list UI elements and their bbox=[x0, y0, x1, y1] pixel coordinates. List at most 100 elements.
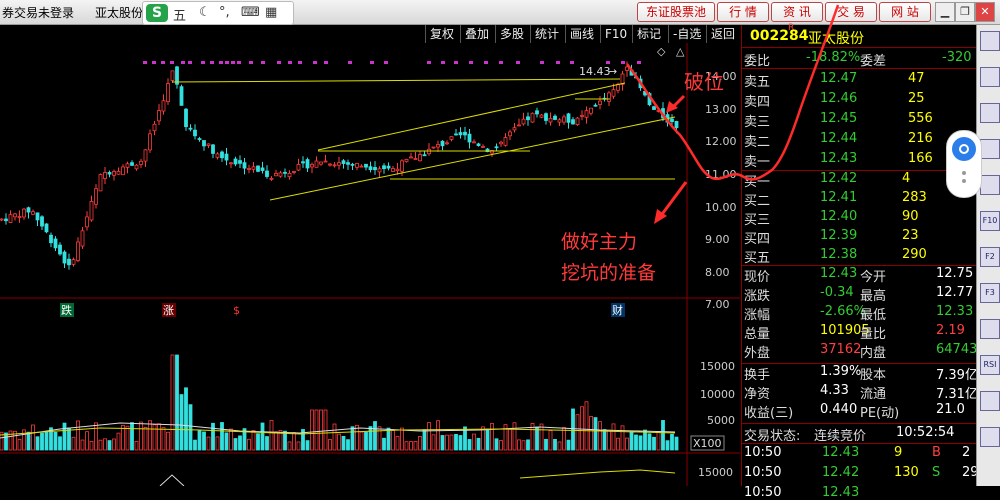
trade-status-time: 10:52:54 bbox=[896, 425, 955, 440]
price-tick: 13.00 bbox=[705, 103, 737, 116]
side-tool-icon[interactable] bbox=[980, 103, 1000, 123]
marker-dollar[interactable]: $ bbox=[233, 304, 240, 317]
ime-mode[interactable]: 五 bbox=[173, 9, 187, 24]
webi-label: 委比 bbox=[744, 54, 771, 69]
statistics-button[interactable]: 统计 bbox=[530, 25, 563, 43]
volume-bar bbox=[319, 409, 323, 451]
multi-stock-button[interactable]: 多股 bbox=[495, 25, 528, 43]
volume-bar bbox=[278, 430, 283, 451]
volume-bar bbox=[665, 440, 670, 451]
draw-line-button[interactable]: 画线 bbox=[565, 25, 598, 43]
market-button[interactable]: 行 情 bbox=[717, 2, 769, 22]
side-tool-icon[interactable] bbox=[980, 427, 1000, 447]
volume-bar bbox=[175, 354, 179, 451]
stat-label: 现价 bbox=[744, 270, 771, 285]
signal-dot bbox=[370, 61, 374, 64]
sell-level-label: 卖四 bbox=[744, 95, 771, 110]
sell-level-volume: 166 bbox=[908, 151, 933, 166]
tick-price: 12.42 bbox=[822, 465, 860, 480]
buy-level-label: 买三 bbox=[744, 213, 771, 228]
volume-bar bbox=[674, 436, 679, 451]
window-stock-name: 亚太股份 bbox=[95, 6, 144, 20]
peak-arrow-icon: → bbox=[608, 65, 617, 78]
f10-button[interactable]: F10 bbox=[600, 25, 631, 43]
stat-label: 涨跌 bbox=[744, 289, 771, 304]
volume-bar bbox=[602, 429, 607, 451]
keyboard-icon[interactable]: ⌨ bbox=[241, 5, 260, 20]
signal-dot bbox=[188, 61, 192, 64]
stock-pool-button[interactable]: 东证股票池 bbox=[637, 2, 715, 22]
side-button-f3[interactable]: F3 bbox=[980, 283, 1000, 303]
annotation-line-2: 挖坑的准备 bbox=[561, 262, 657, 284]
volume-bar bbox=[107, 440, 112, 451]
price-tick: 10.00 bbox=[705, 201, 737, 214]
buy-level-price: 12.42 bbox=[820, 171, 858, 186]
signal-dot bbox=[324, 61, 328, 64]
side-button-f2[interactable]: F2 bbox=[980, 247, 1000, 267]
stat-label: 总量 bbox=[744, 327, 771, 342]
watchlist-button[interactable]: -自选 bbox=[668, 25, 705, 43]
diamond-icon[interactable]: ◇ bbox=[657, 45, 666, 58]
side-tool-icon[interactable] bbox=[980, 67, 1000, 87]
news-button[interactable]: 资 讯 bbox=[771, 2, 823, 22]
marker-finance[interactable]: 财 bbox=[612, 303, 623, 317]
side-button-rsi[interactable]: RSI bbox=[980, 355, 1000, 375]
candle-body bbox=[103, 172, 107, 179]
volume-bar bbox=[598, 421, 602, 451]
candle-body bbox=[485, 148, 490, 153]
side-tool-icon[interactable] bbox=[980, 319, 1000, 339]
trade-status-value: 连续竞价 bbox=[814, 429, 867, 444]
signal-dot bbox=[249, 61, 253, 64]
candle-body bbox=[521, 118, 526, 125]
signal-dot bbox=[384, 61, 388, 64]
restore-rights-button[interactable]: 复权 bbox=[425, 25, 458, 43]
signal-dot bbox=[313, 61, 317, 64]
candle-body bbox=[409, 156, 413, 159]
marker-fall[interactable]: 跌 bbox=[61, 303, 72, 317]
volume-bar bbox=[251, 430, 256, 451]
candle-body bbox=[179, 86, 184, 106]
stat-value: 1.39% bbox=[820, 364, 862, 379]
volume-bar bbox=[377, 426, 382, 451]
stat-label: PE(动) bbox=[860, 406, 900, 421]
side-button-f10[interactable]: F10 bbox=[980, 211, 1000, 231]
signal-dot bbox=[637, 61, 641, 64]
side-tool-icon[interactable] bbox=[980, 31, 1000, 51]
triangle-up-icon[interactable]: △ bbox=[676, 45, 685, 58]
volume-bar bbox=[260, 422, 265, 451]
sell-level-label: 卖一 bbox=[744, 155, 771, 170]
marker-rise[interactable]: 涨 bbox=[163, 304, 174, 317]
candle-body bbox=[404, 158, 409, 163]
trade-button[interactable]: 交 易 bbox=[825, 2, 877, 22]
candle-body bbox=[211, 144, 215, 154]
grid-icon[interactable]: ▦ bbox=[265, 5, 278, 20]
candle-body bbox=[355, 163, 359, 168]
candle-body bbox=[22, 208, 26, 218]
side-tool-icon[interactable] bbox=[980, 391, 1000, 411]
volume-unit-label[interactable]: X100 bbox=[693, 437, 722, 450]
kline-chart[interactable]: 14.43 → ◇ △ 14.00 13.00 12.00 11.00 10.0… bbox=[0, 43, 740, 486]
close-icon[interactable]: ✕ bbox=[975, 2, 995, 22]
moon-icon[interactable]: ☾ bbox=[199, 5, 211, 20]
buy-level-price: 12.40 bbox=[820, 209, 858, 224]
volume-bar bbox=[553, 439, 557, 451]
back-button[interactable]: 返回 bbox=[706, 25, 739, 43]
assistant-icon[interactable] bbox=[952, 137, 976, 161]
tick-volume: 130 bbox=[894, 465, 919, 480]
minimize-icon[interactable]: ▁ bbox=[935, 2, 955, 22]
candle-body bbox=[391, 168, 395, 172]
overlay-button[interactable]: 叠加 bbox=[460, 25, 493, 43]
candle-body bbox=[8, 214, 13, 223]
mark-button[interactable]: 标记 bbox=[632, 25, 665, 43]
volume-bar bbox=[521, 440, 526, 451]
side-tool-icon[interactable] bbox=[980, 175, 1000, 195]
ime-toolbar[interactable]: S 五 ☾ °, ⌨ ▦ bbox=[142, 1, 294, 25]
volume-bar bbox=[211, 422, 215, 451]
floating-assistant[interactable] bbox=[946, 130, 982, 198]
candle-body bbox=[625, 66, 629, 71]
side-tool-icon[interactable] bbox=[980, 139, 1000, 159]
volume-bar bbox=[494, 438, 499, 451]
restore-icon[interactable]: ❐ bbox=[955, 2, 975, 22]
punctuation-icon[interactable]: °, bbox=[219, 5, 230, 20]
website-button[interactable]: 网 站 bbox=[879, 2, 931, 22]
